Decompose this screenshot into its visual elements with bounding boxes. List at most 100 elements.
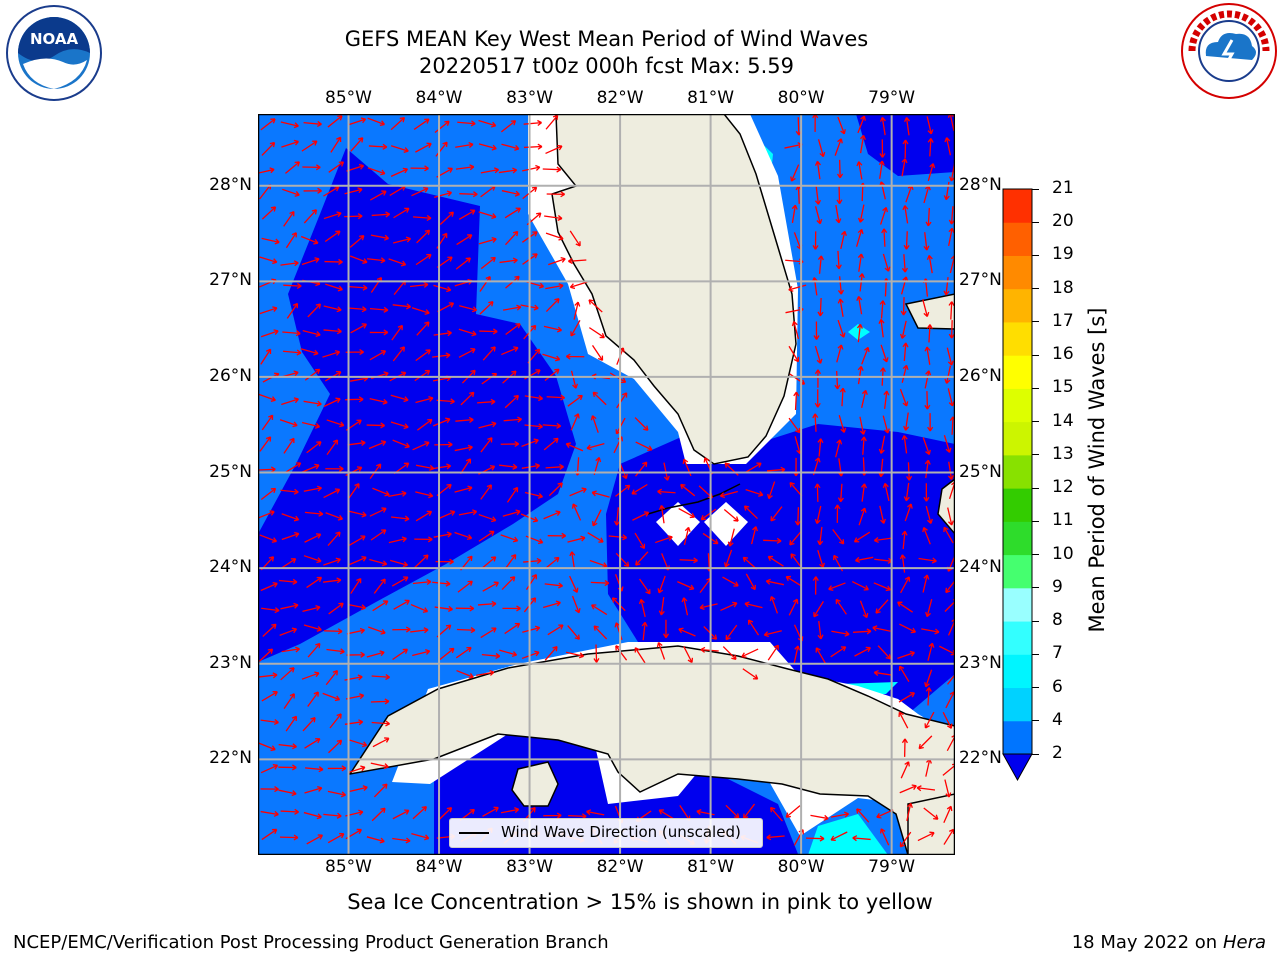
wave-direction-arrow <box>569 551 576 570</box>
wave-direction-arrow <box>415 395 434 404</box>
wave-direction-arrow <box>828 582 846 591</box>
wave-direction-arrow <box>482 806 499 817</box>
wave-direction-arrow <box>458 509 478 516</box>
wave-direction-arrow <box>350 137 364 152</box>
wave-direction-arrow <box>369 350 387 361</box>
wave-direction-arrow <box>857 253 864 272</box>
wave-direction-arrow <box>281 513 300 522</box>
wave-direction-arrow <box>567 625 580 640</box>
wave-direction-arrow <box>349 739 368 748</box>
wave-direction-arrow <box>948 301 955 320</box>
wave-direction-arrow <box>304 510 324 517</box>
colorbar-tick-mark <box>1032 554 1039 556</box>
wave-direction-arrow <box>634 647 646 664</box>
wave-direction-arrow <box>860 436 867 455</box>
wave-direction-arrow <box>455 605 475 612</box>
wave-direction-arrow <box>392 346 405 362</box>
wave-direction-arrow <box>415 510 433 522</box>
wave-direction-arrow <box>410 165 429 172</box>
wave-direction-arrow <box>415 142 432 153</box>
wave-direction-arrow <box>477 600 497 607</box>
wave-direction-arrow <box>456 669 474 679</box>
lat-tick-label-left: 23°N <box>209 652 252 673</box>
wave-direction-arrow <box>813 601 824 618</box>
wave-direction-arrow <box>903 412 910 431</box>
colorbar-tick-label: 6 <box>1052 676 1063 697</box>
wave-direction-arrow <box>412 806 428 820</box>
wave-direction-arrow <box>302 717 316 732</box>
wave-direction-arrow <box>834 138 843 156</box>
wave-direction-arrow <box>921 628 940 635</box>
wave-direction-arrow <box>542 353 561 362</box>
wave-direction-arrow <box>812 576 819 595</box>
wave-direction-arrow <box>306 441 322 454</box>
colorbar-under-triangle <box>1002 753 1033 782</box>
wave-direction-arrow <box>567 394 583 407</box>
wave-direction-arrow <box>373 783 388 798</box>
wave-direction-arrow <box>852 628 872 635</box>
wave-direction-arrow <box>481 652 501 659</box>
wave-direction-arrow <box>392 648 409 661</box>
wave-direction-arrow <box>349 555 367 566</box>
wave-direction-arrow <box>286 302 299 319</box>
wave-direction-arrow <box>548 257 566 266</box>
wave-direction-arrow <box>370 529 387 541</box>
wave-direction-arrow <box>482 346 496 361</box>
wave-direction-arrow <box>901 738 908 757</box>
wave-direction-arrow <box>500 807 520 814</box>
wave-direction-arrow <box>767 555 784 567</box>
wave-direction-arrow <box>679 557 698 564</box>
wave-direction-arrow <box>280 260 299 267</box>
wave-direction-arrow <box>432 463 452 470</box>
land-cuba-southeast <box>907 793 955 855</box>
wave-direction-arrow <box>482 581 499 592</box>
wave-direction-arrow <box>924 346 931 365</box>
wave-direction-arrow <box>944 779 952 798</box>
wave-direction-arrow <box>323 397 341 408</box>
wave-direction-arrow <box>882 415 890 434</box>
wave-direction-arrow <box>634 417 649 431</box>
wave-direction-arrow <box>812 413 819 432</box>
wave-direction-arrow <box>278 743 297 750</box>
wave-direction-arrow <box>388 490 407 498</box>
colorbar-tick-label: 17 <box>1052 310 1074 331</box>
wave-direction-arrow <box>503 416 522 423</box>
wave-direction-arrow <box>455 164 475 171</box>
wave-direction-arrow <box>906 462 913 481</box>
wave-direction-arrow <box>368 143 388 150</box>
wave-direction-arrow <box>349 284 368 291</box>
colorbar-segment <box>1003 454 1032 489</box>
wave-direction-arrow <box>658 597 665 616</box>
wave-direction-arrow <box>631 483 648 495</box>
wave-direction-arrow <box>616 392 628 409</box>
wave-direction-arrow <box>285 161 300 174</box>
wave-direction-arrow <box>927 138 934 157</box>
wave-direction-arrow <box>922 574 930 593</box>
wave-direction-arrow <box>499 649 518 657</box>
wave-direction-arrow <box>259 534 278 543</box>
wave-direction-arrow <box>655 535 673 544</box>
wave-direction-arrow <box>924 669 933 688</box>
wave-direction-arrow <box>322 349 341 358</box>
wave-direction-arrow <box>323 328 342 335</box>
wave-direction-arrow <box>924 711 935 729</box>
wave-direction-arrow <box>478 143 497 151</box>
lat-tick-label-right: 24°N <box>959 557 1002 578</box>
wave-direction-arrow <box>372 487 390 497</box>
wave-direction-arrow <box>899 623 917 634</box>
wave-direction-arrow <box>875 599 889 614</box>
wave-direction-arrow <box>831 630 850 637</box>
wave-direction-arrow <box>389 559 408 568</box>
wave-direction-arrow <box>943 277 950 296</box>
wave-direction-arrow <box>322 692 341 702</box>
colorbar-tick-label: 19 <box>1052 244 1074 265</box>
wave-direction-arrow <box>839 387 846 407</box>
colorbar-tick-label: 9 <box>1052 576 1063 597</box>
wave-direction-arrow <box>434 605 453 612</box>
wave-direction-arrow <box>879 505 886 524</box>
wave-direction-arrow <box>926 324 933 343</box>
wave-direction-arrow <box>328 739 343 754</box>
wave-direction-arrow <box>281 139 300 148</box>
wave-direction-arrow <box>455 141 474 148</box>
wave-direction-arrow <box>412 649 431 657</box>
